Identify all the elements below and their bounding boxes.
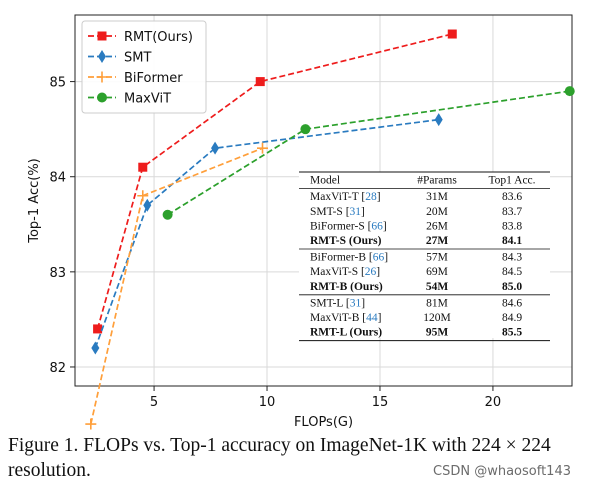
- series-line-smt: [94, 118, 439, 349]
- data-point-biformer: [137, 190, 149, 202]
- legend-label-maxvit: MaxViT: [124, 92, 171, 107]
- series-line-biformer: [89, 147, 263, 425]
- table-cell-params: 95M: [426, 327, 449, 339]
- data-point-rmt-ours: [447, 29, 457, 39]
- table-cell-acc: 84.6: [502, 297, 522, 309]
- table-cell-params: 120M: [423, 312, 450, 324]
- table-cell-model: SMT-L [31]: [310, 297, 365, 309]
- table-cell-params: 27M: [426, 235, 449, 247]
- table-cell-params: 81M: [426, 297, 448, 309]
- table-cell-model: SMT-S [31]: [310, 206, 365, 218]
- legend-label-smt: SMT: [124, 51, 151, 66]
- table-cell-acc: 85.0: [502, 281, 522, 293]
- figure-caption: Figure 1. FLOPs vs. Top-1 accuracy on Im…: [8, 435, 551, 481]
- legend-marker-rmt-ours: [97, 31, 107, 41]
- table-cell-model: RMT-S (Ours): [310, 235, 382, 247]
- data-point-smt: [211, 141, 220, 155]
- data-point-maxvit: [162, 209, 173, 220]
- table-cell-acc: 84.5: [502, 266, 522, 278]
- axis-ticks: 5 10 15 20 82 83 84 85: [49, 76, 501, 410]
- table-cell-model: MaxViT-T [28]: [310, 191, 381, 203]
- legend-marker-maxvit: [97, 92, 107, 103]
- table-cell-params: 57M: [426, 252, 448, 264]
- data-point-maxvit: [564, 86, 575, 97]
- series-biformer: [85, 142, 269, 430]
- table-cell-acc: 85.5: [502, 327, 522, 339]
- x-tick-label: 5: [150, 395, 158, 410]
- y-tick-label: 82: [49, 361, 66, 376]
- series-rmt-ours: [93, 29, 457, 334]
- y-tick-label: 83: [49, 266, 66, 281]
- data-series: [85, 29, 575, 430]
- table-cell-model: MaxViT-S [26]: [310, 266, 380, 278]
- data-point-biformer: [257, 142, 269, 154]
- legend-label-biformer: BiFormer: [124, 71, 183, 86]
- table-cell-acc: 83.8: [502, 220, 522, 232]
- x-tick-label: 20: [485, 395, 502, 410]
- x-tick-label: 10: [259, 395, 276, 410]
- table-cell-model: RMT-B (Ours): [310, 281, 383, 293]
- legend-label-rmt-ours: RMT(Ours): [124, 30, 193, 45]
- table-cell-params: 26M: [426, 220, 448, 232]
- table-cell-acc: 83.7: [502, 206, 522, 218]
- series-line-rmt-ours: [96, 33, 453, 330]
- data-point-rmt-ours: [255, 77, 265, 87]
- data-point-rmt-ours: [138, 162, 148, 172]
- plot-area-frame: [74, 14, 573, 387]
- table-cell-model: BiFormer-B [66]: [310, 252, 388, 264]
- table-header-model: Model: [310, 175, 340, 187]
- table-cell-model: BiFormer-S [66]: [310, 220, 387, 232]
- data-point-smt: [143, 198, 152, 212]
- data-point-smt: [434, 113, 443, 127]
- table-cell-params: 20M: [426, 206, 448, 218]
- table-cell-params: 54M: [426, 281, 449, 293]
- results-table: Model #Params Top1 Acc. MaxViT-T [28] 31M 83.…: [299, 171, 550, 342]
- legend-marker-biformer: [96, 71, 108, 83]
- table-cell-params: 69M: [426, 266, 448, 278]
- legend-marker-smt: [98, 50, 106, 63]
- data-point-smt: [91, 341, 100, 355]
- x-tick-label: 15: [372, 395, 389, 410]
- data-point-biformer: [85, 418, 97, 430]
- table-cell-model: MaxViT-B [44]: [310, 312, 381, 324]
- table-cell-acc: 84.3: [502, 252, 522, 264]
- table-cell-acc: 84.1: [502, 235, 522, 247]
- y-axis-label: Top-1 Acc(%): [27, 158, 42, 244]
- table-header-acc: Top1 Acc.: [488, 175, 535, 187]
- data-point-rmt-ours: [93, 324, 103, 334]
- series-smt: [91, 113, 443, 355]
- watermark: CSDN @whaosoft143: [433, 464, 571, 479]
- y-tick-label: 84: [49, 171, 66, 186]
- flops-accuracy-chart: 5 10 15 20 82 83 84 85 FLOPs(G) Top-1 Acc(%) RM…: [27, 14, 575, 430]
- table-cell-params: 31M: [426, 191, 448, 203]
- legend: RMT(Ours) SMT BiFormer MaxViT: [81, 20, 207, 114]
- table-background: [299, 172, 550, 338]
- table-cell-acc: 83.6: [502, 191, 522, 203]
- y-tick-label: 85: [49, 76, 66, 91]
- table-cell-model: RMT-L (Ours): [310, 327, 382, 339]
- table-header-params: #Params: [417, 175, 457, 187]
- series-maxvit: [162, 86, 575, 220]
- legend-box: [81, 20, 207, 114]
- x-axis-label: FLOPs(G): [294, 415, 353, 430]
- data-point-maxvit: [300, 124, 311, 135]
- table-cell-acc: 84.9: [502, 312, 522, 324]
